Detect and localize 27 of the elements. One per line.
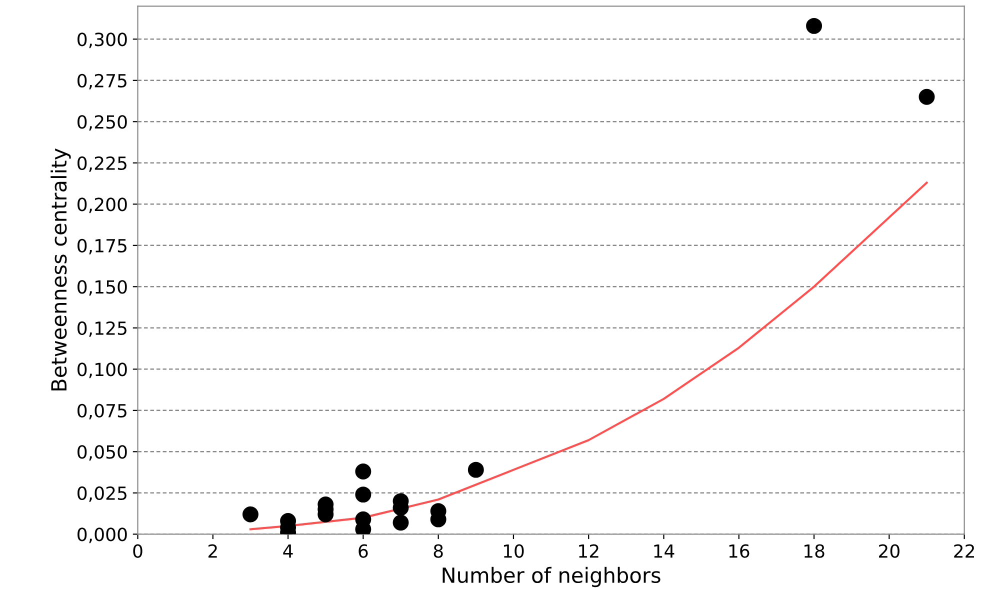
y-tick-label: 0,075 (78, 404, 126, 420)
y-tick-label: 0,025 (78, 486, 126, 502)
x-tick-label: 22 (954, 544, 974, 558)
y-tick-label: 0,200 (78, 198, 127, 214)
x-tick-label: 0 (133, 544, 142, 558)
y-tick-label: 0,250 (78, 115, 127, 131)
y-tick-label: 0,100 (78, 362, 127, 378)
x-tick-label: 10 (504, 544, 524, 558)
x-axis-title: Number of neighbors (442, 566, 660, 588)
y-tick-label: 0,000 (78, 528, 127, 544)
y-tick-label: 0,125 (78, 321, 126, 337)
y-tick-label: 0,175 (78, 238, 126, 254)
x-tick-label: 16 (729, 544, 750, 558)
y-axis-title: Betweenness centrality (50, 148, 71, 390)
x-tick-label: 12 (579, 544, 598, 558)
x-tick-label: 14 (654, 544, 674, 558)
x-tick-label: 2 (208, 544, 217, 558)
y-tick-label: 0,150 (78, 280, 127, 296)
y-tick-label: 0,225 (78, 156, 126, 172)
x-tick-label: 6 (358, 544, 368, 558)
x-tick-label: 18 (804, 544, 824, 558)
y-tick-label: 0,300 (78, 32, 127, 48)
x-tick-label: 20 (879, 544, 900, 558)
x-tick-label: 8 (434, 544, 443, 558)
y-tick-label: 0,050 (78, 445, 127, 461)
y-tick-label: 0,275 (78, 74, 126, 90)
x-tick-label: 4 (283, 544, 293, 558)
